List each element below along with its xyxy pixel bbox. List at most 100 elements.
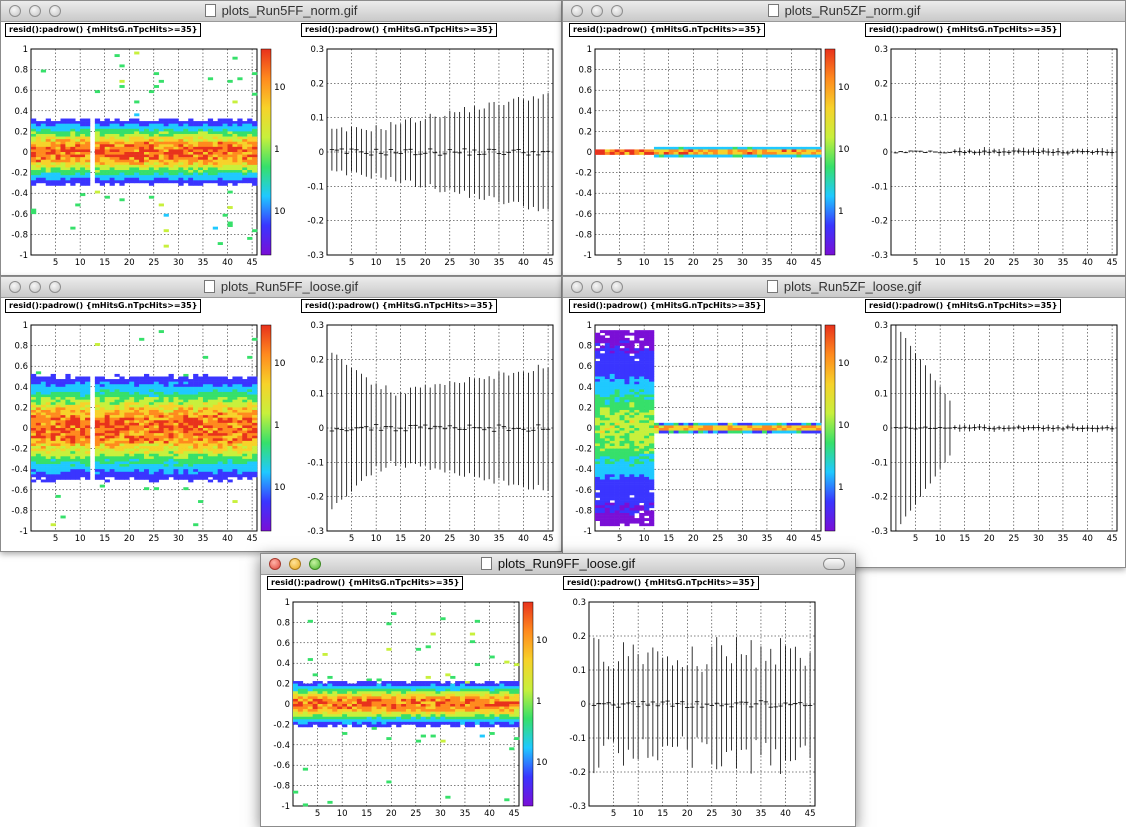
heatmap-cell [599,518,606,521]
heatmap-cell [144,175,150,179]
heatmap-cell [35,422,42,426]
titlebar[interactable]: plots_Run5FF_loose.gif [1,277,561,298]
heatmap-cell [153,422,160,426]
heatmap-cell [604,492,611,496]
heatmap-cell [188,167,194,171]
heatmap-cell [31,389,37,393]
titlebar[interactable]: plots_Run5ZF_norm.gif [563,1,1125,22]
window-run5zf-norm[interactable]: plots_Run5ZF_norm.gif resid():padrow() {… [562,0,1126,276]
heatmap-cell [202,440,209,444]
minimize-button[interactable] [591,281,603,293]
heatmap-cell [188,175,194,179]
heatmap-cell [129,461,135,465]
close-button[interactable] [9,5,21,17]
minimize-button[interactable] [29,5,41,17]
heatmap-cell [595,505,601,509]
window-run9ff-loose[interactable]: plots_Run9FF_loose.gif resid():padrow() … [260,553,856,827]
heatmap-cell [124,141,130,145]
heatmap-plot: 5 10 15 20 25 30 35 40 4510.80.60.40.20-0.2-0.4-… [575,45,849,268]
titlebar[interactable]: plots_Run5FF_norm.gif [1,1,561,22]
heatmap-cell [35,448,42,452]
heatmap-cell [168,412,174,416]
heatmap-cell [202,446,209,449]
heatmap-cell [31,420,37,424]
heatmap-cell [80,146,86,150]
close-button[interactable] [571,5,583,17]
zoom-button[interactable] [49,5,61,17]
heatmap-cell [639,446,645,449]
heatmap-cell [629,355,635,359]
heatmap-cell [766,152,773,155]
window-run5zf-loose[interactable]: plots_Run5ZF_loose.gif resid():padrow() … [562,276,1126,568]
heatmap-cell [237,458,243,462]
window-run5ff-norm[interactable]: plots_Run5FF_norm.gif resid():padrow() {… [0,0,562,276]
heatmap-cell [639,489,645,493]
minimize-button[interactable] [591,5,603,17]
heatmap-cell [614,515,620,519]
titlebar[interactable]: plots_Run5ZF_loose.gif [563,277,1125,298]
heatmap-cell [75,448,81,452]
heatmap-cell [202,355,209,359]
heatmap-cell [198,469,204,473]
heatmap-cell [80,456,86,460]
heatmap-cell [114,415,120,418]
heatmap-cell [148,453,155,457]
heatmap-cell [50,435,56,439]
heatmap-cell [599,355,606,359]
heatmap-cell [31,146,37,150]
heatmap-cell [134,435,140,439]
heatmap-cell [595,363,601,367]
heatmap-cell [624,492,630,496]
window-run5ff-loose[interactable]: plots_Run5FF_loose.gif resid():padrow() … [0,276,562,552]
heatmap-cell [35,404,42,408]
zoom-button[interactable] [309,558,321,570]
zoom-button[interactable] [49,281,61,293]
heatmap-cell [649,520,655,524]
heatmap-cell [222,461,228,465]
heatmap-cell [252,131,258,135]
heatmap-cell [207,136,214,140]
heatmap-cell [104,402,110,406]
heatmap-cell [619,417,625,421]
zoom-button[interactable] [611,281,623,293]
heatmap-cell [168,433,174,437]
heatmap-cell [207,389,214,393]
heatmap-cell [247,461,253,465]
heatmap-cell [252,415,258,418]
heatmap-cell [247,355,253,359]
heatmap-cell [153,175,160,179]
x-tick-label: 30 [435,809,446,819]
heatmap-cell [222,133,228,137]
heatmap-cell [144,425,150,429]
heatmap-cell [188,146,194,150]
heatmap-cell [129,133,135,137]
heatmap-cell [70,438,76,442]
heatmap-cell [153,133,160,137]
heatmap-cell [614,343,620,346]
toolbar-toggle-icon[interactable] [823,558,845,570]
heatmap-cell [693,425,699,429]
heatmap-cell [202,474,209,478]
titlebar[interactable]: plots_Run9FF_loose.gif [261,554,855,575]
heatmap-cell [619,404,625,408]
close-button[interactable] [9,281,21,293]
heatmap-cell [212,428,218,431]
heatmap-cell [232,404,238,408]
close-button[interactable] [571,281,583,293]
minimize-button[interactable] [29,281,41,293]
heatmap-cell [99,121,105,124]
heatmap-cell [119,146,125,150]
heatmap-cell [104,471,110,475]
close-button[interactable] [269,558,281,570]
heatmap-cell [644,376,650,380]
heatmap-cell [609,466,615,470]
heatmap-cell [302,688,309,692]
heatmap-cell [55,451,61,455]
heatmap-cell [173,448,179,452]
minimize-button[interactable] [289,558,301,570]
heatmap-cell [45,479,51,483]
heatmap-cell [85,133,91,137]
heatmap-cell [183,438,189,442]
heatmap-cell [45,420,51,424]
zoom-button[interactable] [611,5,623,17]
